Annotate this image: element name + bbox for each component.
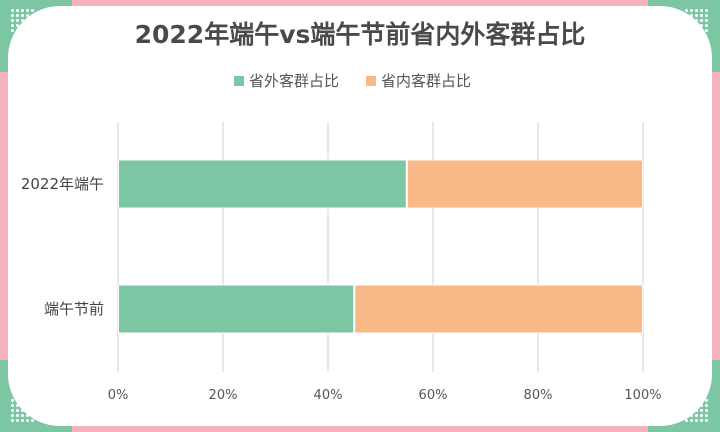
chart-legend: 省外客群占比 省内客群占比 xyxy=(234,72,471,90)
legend-swatch xyxy=(234,76,244,86)
legend-label: 省内客群占比 xyxy=(381,72,471,90)
x-tick-label: 60% xyxy=(419,388,448,403)
x-tick-label: 80% xyxy=(524,388,553,403)
legend-swatch xyxy=(366,76,376,86)
category-label: 2022年端午 xyxy=(21,175,104,193)
chart-title: 2022年端午vs端午节前省内外客群占比 xyxy=(135,20,586,49)
bar-segment xyxy=(118,159,407,209)
x-axis-tick-labels: 0% 20% 40% 60% 80% 100% xyxy=(108,388,662,403)
legend-label: 省外客群占比 xyxy=(249,72,339,90)
x-tick-label: 20% xyxy=(209,388,238,403)
category-label: 端午节前 xyxy=(44,300,104,318)
bar-segment xyxy=(118,284,355,334)
bar-segment xyxy=(354,284,643,334)
x-tick-label: 100% xyxy=(624,388,661,403)
bar-segment xyxy=(406,159,643,209)
bar-group xyxy=(118,159,643,334)
x-tick-label: 40% xyxy=(314,388,343,403)
x-tick-label: 0% xyxy=(108,388,129,403)
chart-card xyxy=(8,6,712,426)
